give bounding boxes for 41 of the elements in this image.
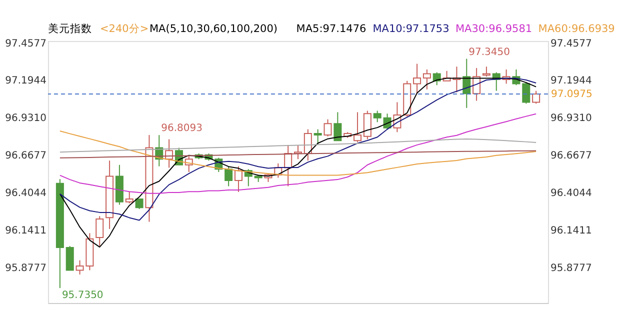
ref-line-label: 97.0975: [551, 89, 592, 100]
y-tick-label: 97.4577: [5, 38, 46, 50]
text: MA10:97.1753: [372, 23, 450, 35]
candlestick: [354, 112, 362, 143]
y-tick-label: 96.4044: [5, 188, 46, 200]
candlestick: [234, 166, 242, 192]
y2-tick-label: 96.9310: [550, 113, 592, 124]
y-tick-label: 97.1944: [5, 76, 46, 87]
chart-title: 美元指数: [48, 22, 92, 35]
candlestick: [334, 112, 342, 142]
text: MA60:96.6939: [538, 23, 615, 35]
y-tick-label: 96.6677: [5, 150, 46, 162]
annotation: 97.3450: [468, 46, 510, 58]
candlestick: [66, 246, 74, 271]
y-tick-label: 96.9310: [5, 113, 46, 124]
candlestick: [135, 198, 144, 210]
candlestick: [363, 110, 372, 140]
text: MA(5,10,30,60,100,200): [150, 23, 278, 35]
y2-tick-label: 95.8777: [550, 263, 592, 274]
candlestick: [224, 166, 233, 187]
candlestick: [413, 63, 422, 94]
candlestick: [324, 118, 332, 137]
text: MA5:97.1476: [296, 23, 366, 35]
annotation: 95.7350: [62, 290, 104, 302]
annotation: 96.8093: [161, 123, 202, 134]
y2-tick-label: 96.4044: [550, 188, 592, 200]
y-tick-label: 95.8777: [5, 263, 46, 274]
y2-tick-label: 97.4577: [550, 38, 592, 50]
line-series: [59, 113, 537, 194]
candlestick: [96, 216, 104, 247]
chart-subtitle: <240分>: [100, 23, 149, 35]
candlestick: [532, 90, 540, 104]
candlestick: [125, 191, 134, 204]
candlestick: [373, 110, 382, 123]
candlestick: [314, 128, 322, 146]
y2-tick-label: 97.1944: [550, 76, 592, 87]
y-tick-label: 96.1411: [5, 226, 46, 237]
candlestick: [422, 68, 431, 90]
text: MA30:96.9581: [456, 23, 532, 35]
y2-tick-label: 96.1411: [550, 226, 592, 237]
y2-tick-label: 96.6677: [550, 150, 592, 162]
